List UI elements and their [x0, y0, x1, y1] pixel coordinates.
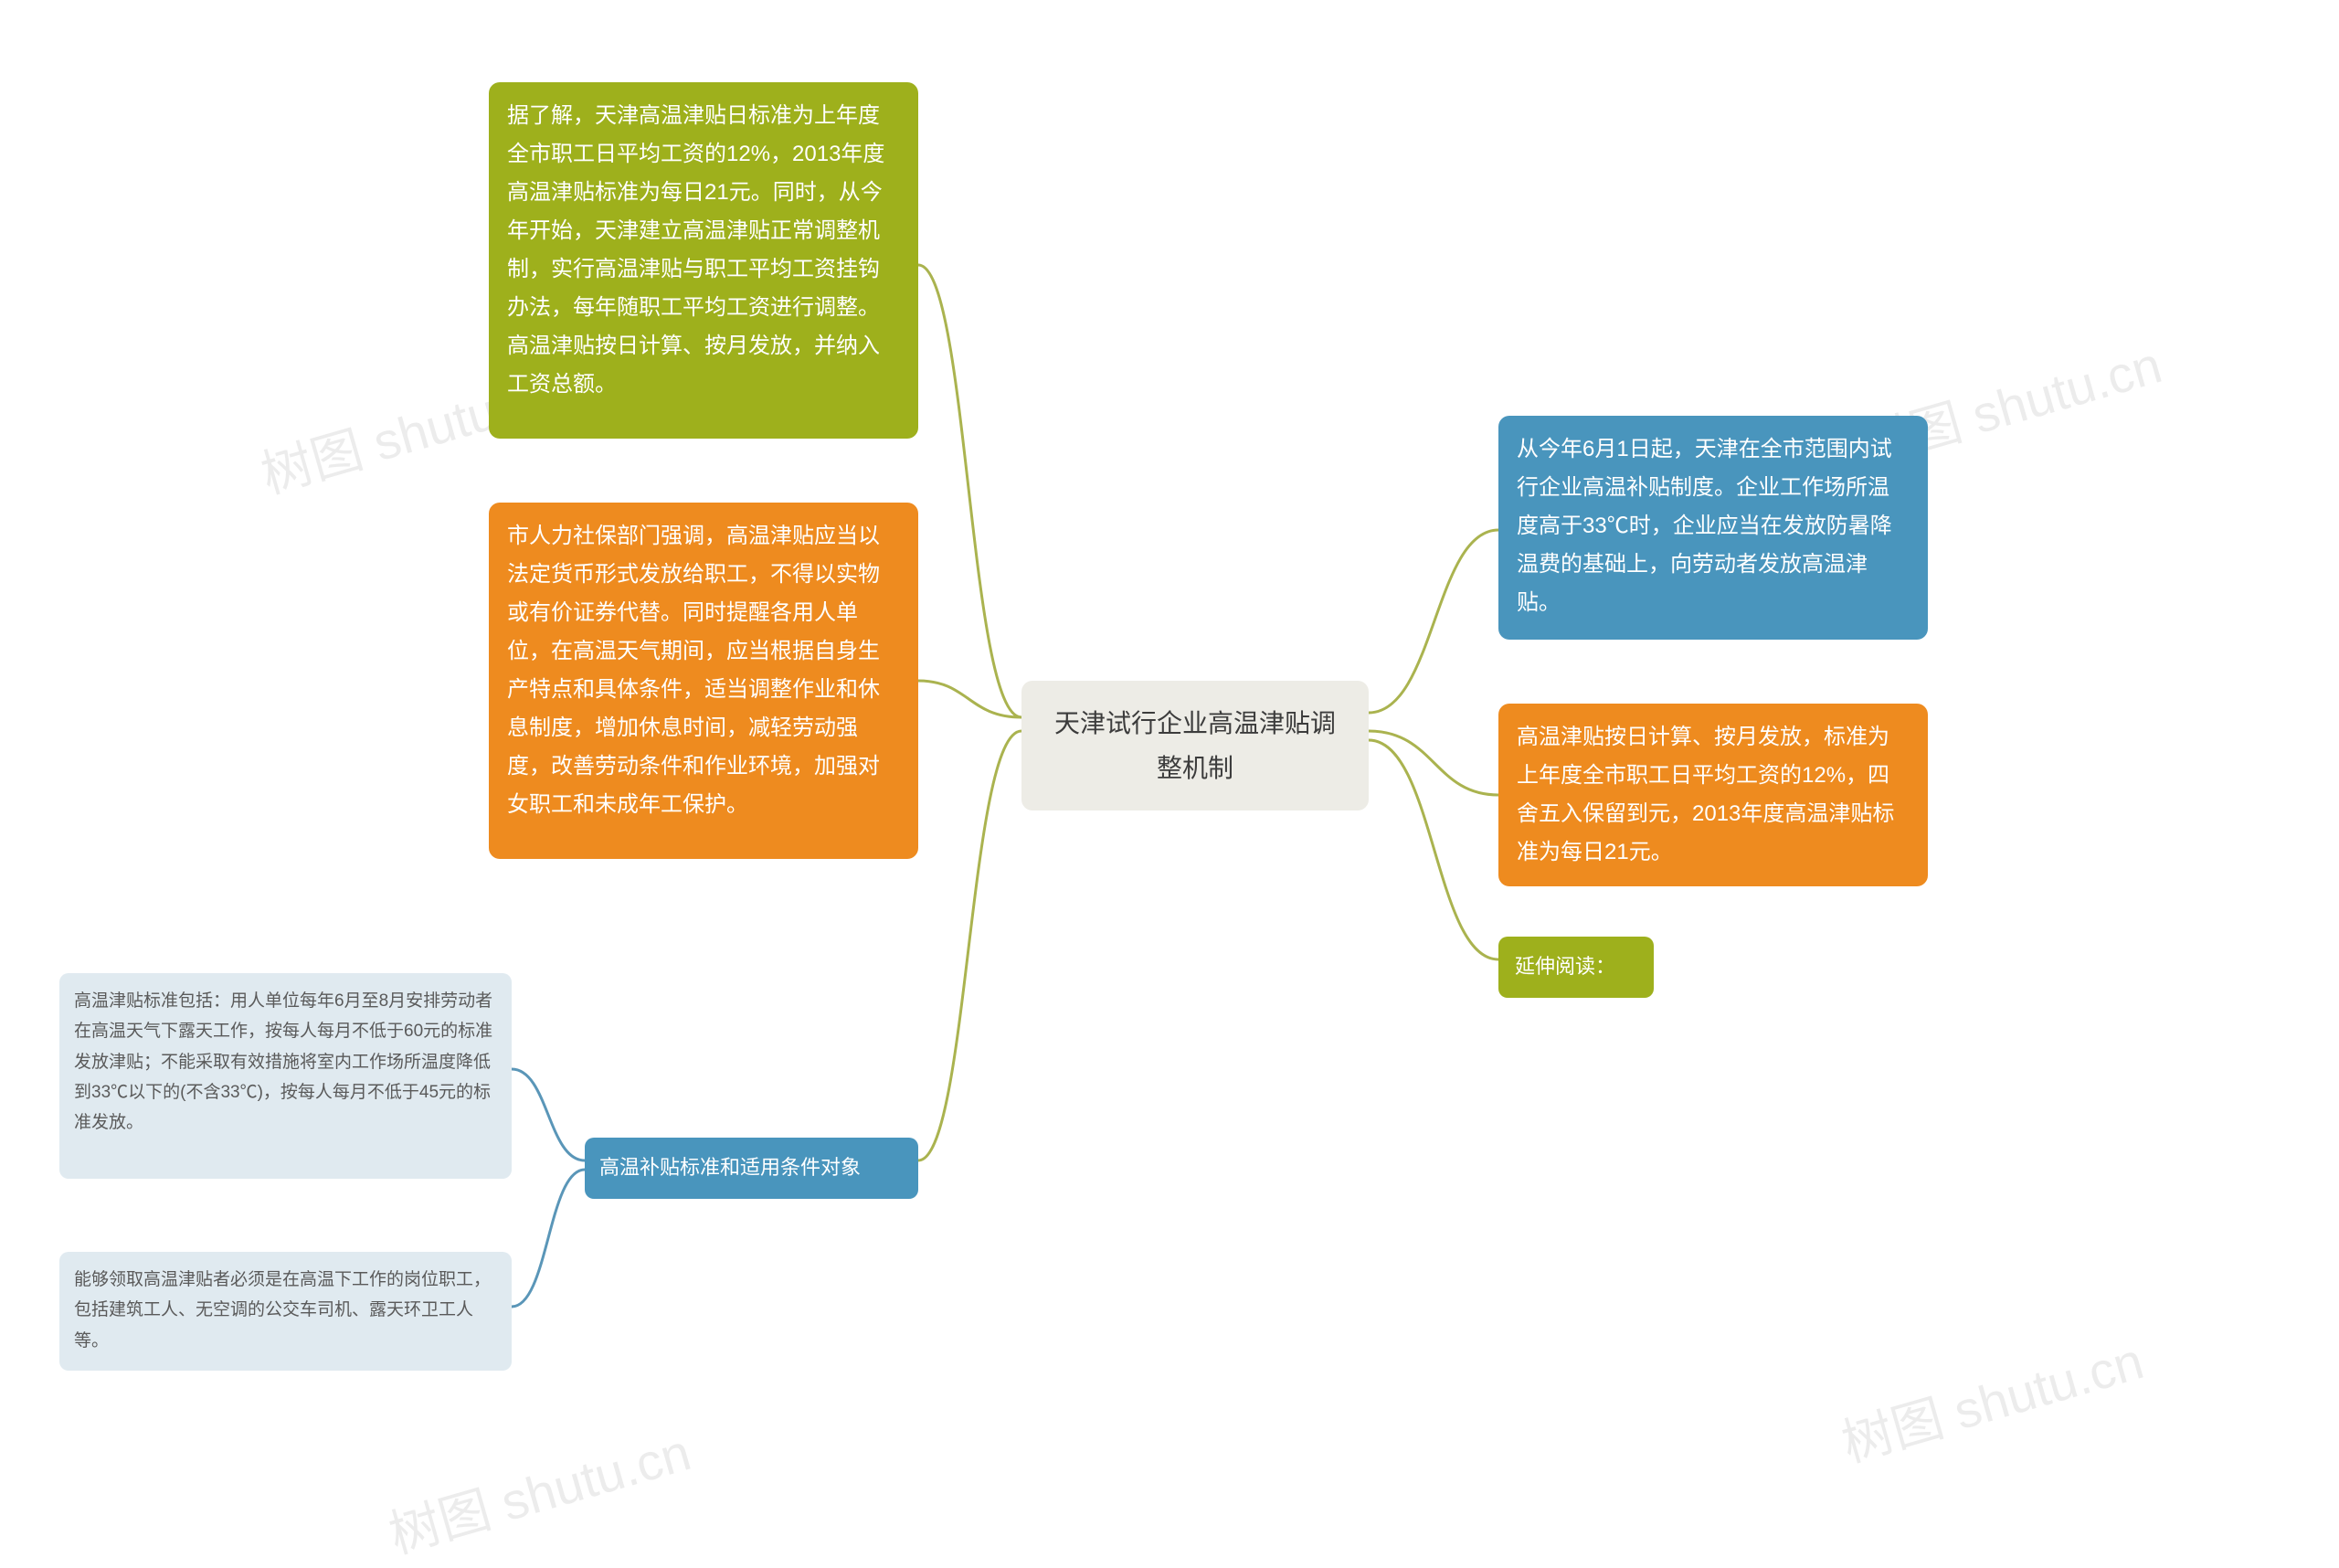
left-node-3-sub-1[interactable]: 高温津贴标准包括：用人单位每年6月至8月安排劳动者在高温天气下露天工作，按每人每…: [59, 973, 512, 1179]
right-node-1[interactable]: 从今年6月1日起，天津在全市范围内试行企业高温补贴制度。企业工作场所温度高于33…: [1498, 416, 1928, 640]
left-node-1[interactable]: 据了解，天津高温津贴日标准为上年度全市职工日平均工资的12%，2013年度高温津…: [489, 82, 918, 439]
watermark: 树图 shutu.cn: [379, 1412, 697, 1568]
right-node-2[interactable]: 高温津贴按日计算、按月发放，标准为上年度全市职工日平均工资的12%，四舍五入保留…: [1498, 704, 1928, 886]
left-node-3[interactable]: 高温补贴标准和适用条件对象: [585, 1138, 918, 1199]
diagram-canvas: 树图 shutu.cn 树图 shutu.cn 树图 shutu.cn 树图 s…: [0, 0, 2339, 1509]
right-node-3[interactable]: 延伸阅读：: [1498, 937, 1654, 998]
left-node-2[interactable]: 市人力社保部门强调，高温津贴应当以法定货币形式发放给职工，不得以实物或有价证券代…: [489, 503, 918, 859]
watermark: 树图 shutu.cn: [1832, 1320, 2150, 1477]
center-node[interactable]: 天津试行企业高温津贴调整机制: [1021, 681, 1369, 810]
left-node-3-sub-2[interactable]: 能够领取高温津贴者必须是在高温下工作的岗位职工，包括建筑工人、无空调的公交车司机…: [59, 1252, 512, 1371]
